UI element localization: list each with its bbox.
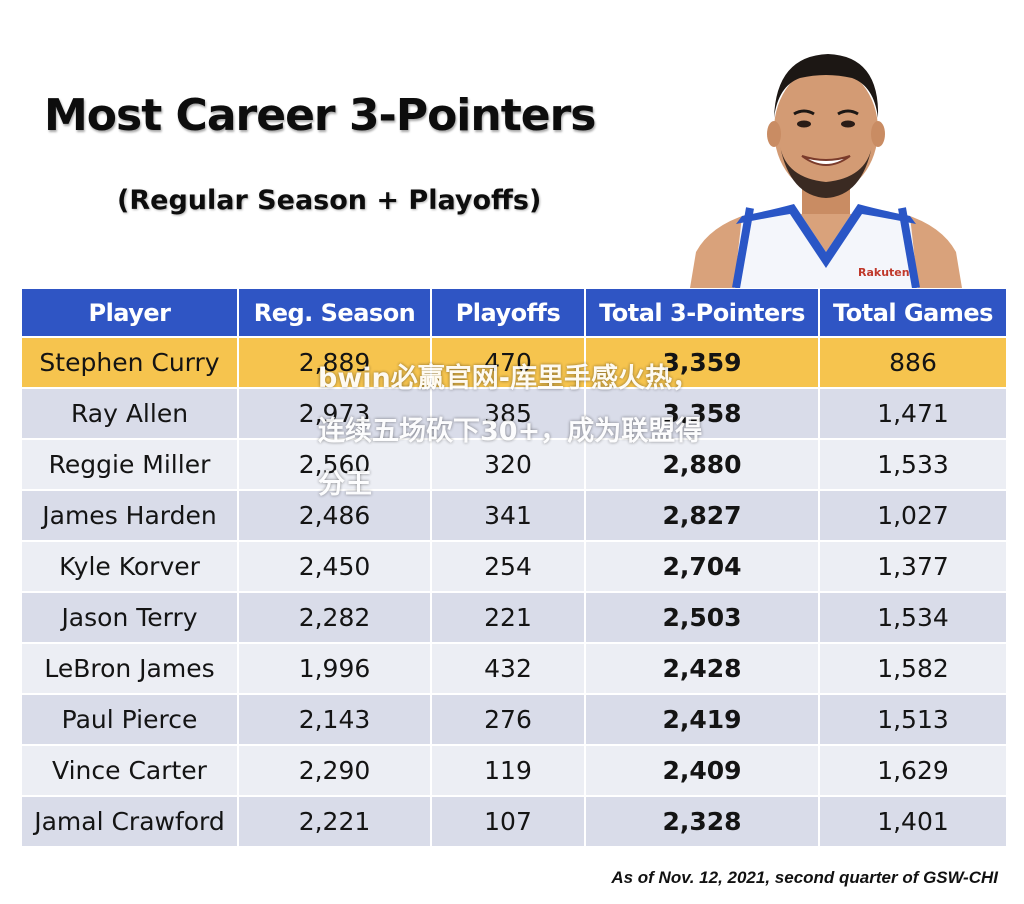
total-3-pointers-cell: 3,359 bbox=[586, 338, 818, 387]
table-row: Stephen Curry 2,889 470 3,359 886 bbox=[22, 338, 1006, 387]
total-3-pointers-cell: 2,428 bbox=[586, 644, 818, 693]
total-3-pointers-cell: 2,704 bbox=[586, 542, 818, 591]
reg-season-cell: 2,290 bbox=[239, 746, 430, 795]
table-header-row: Player Reg. Season Playoffs Total 3-Poin… bbox=[22, 289, 1006, 336]
table-row: Paul Pierce 2,143 276 2,419 1,513 bbox=[22, 695, 1006, 744]
three-pointers-table: Player Reg. Season Playoffs Total 3-Poin… bbox=[20, 287, 1008, 848]
total-3-pointers-cell: 2,827 bbox=[586, 491, 818, 540]
table-row: Kyle Korver 2,450 254 2,704 1,377 bbox=[22, 542, 1006, 591]
total-games-cell: 1,377 bbox=[820, 542, 1006, 591]
playoffs-cell: 320 bbox=[432, 440, 584, 489]
jersey-sponsor-text: Rakuten bbox=[858, 266, 910, 279]
table-row: Jason Terry 2,282 221 2,503 1,534 bbox=[22, 593, 1006, 642]
table-row: LeBron James 1,996 432 2,428 1,582 bbox=[22, 644, 1006, 693]
page-title: Most Career 3-Pointers bbox=[44, 90, 596, 141]
player-name-cell: LeBron James bbox=[22, 644, 237, 693]
player-name-cell: Jamal Crawford bbox=[22, 797, 237, 846]
player-name-cell: Paul Pierce bbox=[22, 695, 237, 744]
reg-season-cell: 2,486 bbox=[239, 491, 430, 540]
total-3-pointers-cell: 2,503 bbox=[586, 593, 818, 642]
total-3-pointers-cell: 3,358 bbox=[586, 389, 818, 438]
total-games-cell: 1,629 bbox=[820, 746, 1006, 795]
column-header-reg-season: Reg. Season bbox=[239, 289, 430, 336]
column-header-total-3-pointers: Total 3-Pointers bbox=[586, 289, 818, 336]
table-row: Reggie Miller 2,560 320 2,880 1,533 bbox=[22, 440, 1006, 489]
table-row: Jamal Crawford 2,221 107 2,328 1,401 bbox=[22, 797, 1006, 846]
total-games-cell: 1,027 bbox=[820, 491, 1006, 540]
playoffs-cell: 432 bbox=[432, 644, 584, 693]
column-header-player: Player bbox=[22, 289, 237, 336]
playoffs-cell: 221 bbox=[432, 593, 584, 642]
reg-season-cell: 2,282 bbox=[239, 593, 430, 642]
total-games-cell: 1,534 bbox=[820, 593, 1006, 642]
player-name-cell: Stephen Curry bbox=[22, 338, 237, 387]
column-header-total-games: Total Games bbox=[820, 289, 1006, 336]
playoffs-cell: 119 bbox=[432, 746, 584, 795]
total-3-pointers-cell: 2,880 bbox=[586, 440, 818, 489]
table-body: Stephen Curry 2,889 470 3,359 886 Ray Allen 2,… bbox=[22, 338, 1006, 846]
player-name-cell: Reggie Miller bbox=[22, 440, 237, 489]
playoffs-cell: 341 bbox=[432, 491, 584, 540]
player-name-cell: Jason Terry bbox=[22, 593, 237, 642]
footnote: As of Nov. 12, 2021, second quarter of G… bbox=[611, 868, 998, 887]
playoffs-cell: 470 bbox=[432, 338, 584, 387]
playoffs-cell: 276 bbox=[432, 695, 584, 744]
total-games-cell: 1,401 bbox=[820, 797, 1006, 846]
total-3-pointers-cell: 2,409 bbox=[586, 746, 818, 795]
reg-season-cell: 2,143 bbox=[239, 695, 430, 744]
reg-season-cell: 2,221 bbox=[239, 797, 430, 846]
column-header-playoffs: Playoffs bbox=[432, 289, 584, 336]
player-photo: Rakuten bbox=[690, 54, 962, 288]
reg-season-cell: 2,889 bbox=[239, 338, 430, 387]
reg-season-cell: 2,560 bbox=[239, 440, 430, 489]
player-name-cell: Ray Allen bbox=[22, 389, 237, 438]
table-row: Ray Allen 2,973 385 3,358 1,471 bbox=[22, 389, 1006, 438]
reg-season-cell: 1,996 bbox=[239, 644, 430, 693]
player-name-cell: Vince Carter bbox=[22, 746, 237, 795]
total-games-cell: 1,533 bbox=[820, 440, 1006, 489]
reg-season-cell: 2,973 bbox=[239, 389, 430, 438]
playoffs-cell: 254 bbox=[432, 542, 584, 591]
page-subtitle: (Regular Season + Playoffs) bbox=[117, 185, 542, 216]
total-games-cell: 1,513 bbox=[820, 695, 1006, 744]
total-games-cell: 1,582 bbox=[820, 644, 1006, 693]
total-games-cell: 1,471 bbox=[820, 389, 1006, 438]
total-3-pointers-cell: 2,419 bbox=[586, 695, 818, 744]
player-name-cell: Kyle Korver bbox=[22, 542, 237, 591]
total-3-pointers-cell: 2,328 bbox=[586, 797, 818, 846]
playoffs-cell: 107 bbox=[432, 797, 584, 846]
player-name-cell: James Harden bbox=[22, 491, 237, 540]
table-row: Vince Carter 2,290 119 2,409 1,629 bbox=[22, 746, 1006, 795]
total-games-cell: 886 bbox=[820, 338, 1006, 387]
playoffs-cell: 385 bbox=[432, 389, 584, 438]
reg-season-cell: 2,450 bbox=[239, 542, 430, 591]
table-row: James Harden 2,486 341 2,827 1,027 bbox=[22, 491, 1006, 540]
